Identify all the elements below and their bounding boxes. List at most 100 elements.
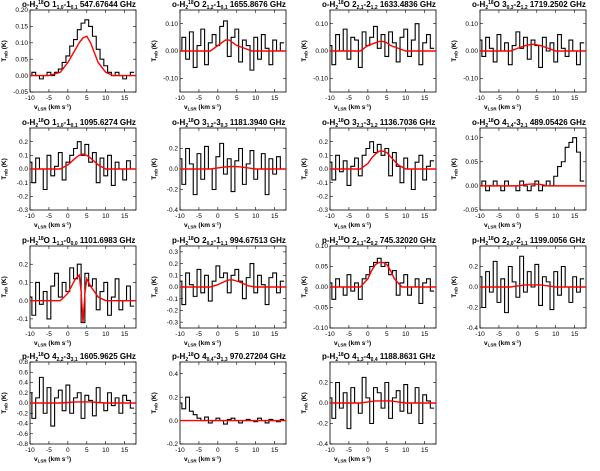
y-tick-label: 0.00 [315,284,328,291]
spectrum-panel: p-H218O 21,1-20,2 745.32020 GHz -10 -5 0 5 10… [301,236,437,348]
panel-title-part: 1188.8631 GHz [378,352,436,361]
x-axis-label-sub: LSR [188,459,198,464]
y-axis-label-main: T [451,294,458,298]
x-axis-label-main: v [34,222,38,229]
x-axis-label: vLSR (km s-1) [184,221,221,230]
panel-title-part: 2 [185,5,188,11]
x-axis-label-main: v [34,456,38,463]
panel-title-part: 2 [185,123,188,129]
x-axis-label-main: v [184,340,188,347]
x-tick-label: 0 [366,331,370,338]
panel-title-part: O 3 [194,118,207,127]
x-tick-label: 0 [216,95,220,102]
panel-title: o-H218O 31,2-30,3 1181.3940 GHz [172,118,285,129]
panel-title-part: 2,0 [507,241,514,247]
observed-spectrum-line [480,255,585,314]
x-tick-label: 5 [235,447,239,454]
observed-spectrum-line [330,23,435,68]
panel-title-part: 1,1 [57,241,64,247]
plot-frame [29,9,137,93]
y-axis-label-unit: (K) [151,276,158,287]
x-tick-label: 5 [235,95,239,102]
y-tick-label: 0.2 [169,146,178,153]
panel-title-part: 18 [488,236,494,242]
y-tick-label: -0.2 [317,194,329,201]
y-axis-label: Tmb (K) [451,158,459,180]
y-tick-label: 0.05 [315,264,328,271]
x-axis-label-exp: -1 [365,455,369,460]
panel-title-part: 2 [335,357,338,363]
x-axis-label: vLSR (km s-1) [184,455,221,464]
x-axis-label-unit: (km s [347,340,366,347]
y-axis-label-sub: mb [454,287,459,294]
panel-title-part: 1101.6983 GHz [78,236,136,245]
y-axis-label-main: T [451,176,458,180]
y-axis-label: Tmb (K) [1,158,9,180]
y-axis-label-unit: (K) [151,158,158,169]
x-axis-label: vLSR (km s-1) [34,455,71,464]
panel-title: p-H218O 41,3-40,4 1188.8631 GHz [322,352,435,363]
observed-spectrum-line [180,142,285,196]
x-tick-label: 15 [121,447,129,454]
x-axis-label-sub: LSR [38,107,48,112]
panel-title-part: 745.32020 GHz [378,236,436,245]
y-axis-label: Tmb (K) [1,276,9,298]
x-axis-label-exp: -1 [65,221,69,226]
plot-frame [479,127,587,211]
panel-title-part: O 4 [194,352,207,361]
y-axis-label-unit: (K) [1,40,8,51]
y-axis-label-sub: mb [154,169,159,176]
y-tick-label: 0.6 [19,369,28,376]
panel-title-part: -0 [64,236,72,245]
y-axis-label-sub: mb [154,403,159,410]
x-tick-label: 10 [252,95,260,102]
panel-title: p-H218O 21,1-20,2 745.32020 GHz [322,236,436,247]
panel-title-part: 1719.2502 GHz [528,0,586,9]
y-tick-label: -0.2 [17,194,29,201]
panel-title: p-H218O 22,0-21,1 1199.0056 GHz [472,236,585,247]
x-axis-label-unit: (km s [497,104,516,111]
y-tick-label: 0.1 [19,280,28,287]
panel-title: p-H218O 40,4-31,3 970.27204 GHz [172,352,286,363]
x-axis-label-sub: LSR [188,225,198,230]
x-axis-label-close: ) [69,456,71,463]
x-axis-label: vLSR (km s-1) [184,339,221,348]
x-tick-label: -5 [496,95,502,102]
y-tick-label: -0.2 [167,187,179,194]
x-axis-label-close: ) [69,104,71,111]
y-axis-label-main: T [151,176,158,180]
y-tick-label: -0.1 [17,180,29,187]
panel-title-part: 547.67644 GHz [78,0,136,9]
y-axis-label-sub: mb [304,403,309,410]
panel-title-part: 2 [35,5,38,11]
panel-title-part: 1655.8676 GHz [228,0,286,9]
y-axis-label: Tmb (K) [301,276,309,298]
x-tick-label: 10 [552,331,560,338]
x-axis-label-sub: LSR [38,225,48,230]
panel-title-part: O 4 [344,352,357,361]
panel-title: o-H218O 11,0-10,1 1095.6274 GHz [22,118,136,129]
model-spectrum-line [30,401,136,404]
x-tick-label: -5 [346,213,352,220]
x-tick-label: 5 [85,331,89,338]
model-spectrum-line [330,40,436,52]
y-axis-label: Tmb (K) [151,392,159,414]
y-tick-label: -0.4 [17,421,29,428]
x-axis-label-unit: (km s [47,340,66,347]
y-axis-label-sub: mb [4,287,9,294]
y-axis-label: Tmb (K) [151,276,159,298]
x-axis-label-sub: LSR [338,343,348,348]
plot-frame [179,361,287,445]
y-tick-label: 0.05 [465,159,478,166]
panel-title-part: -1 [214,236,222,245]
panel-title-part: -3 [364,118,372,127]
x-axis-label: vLSR (km s-1) [334,455,371,464]
panel-title-part: 1,2 [371,123,378,129]
x-tick-label: -10 [175,213,185,220]
x-axis-label-sub: LSR [338,225,348,230]
x-axis-label-exp: -1 [215,103,219,108]
y-axis-label-unit: (K) [1,276,8,287]
y-tick-label: 0.0 [169,284,178,291]
y-tick-label: 0.00 [465,183,478,190]
y-tick-label: 0.00 [15,73,28,80]
